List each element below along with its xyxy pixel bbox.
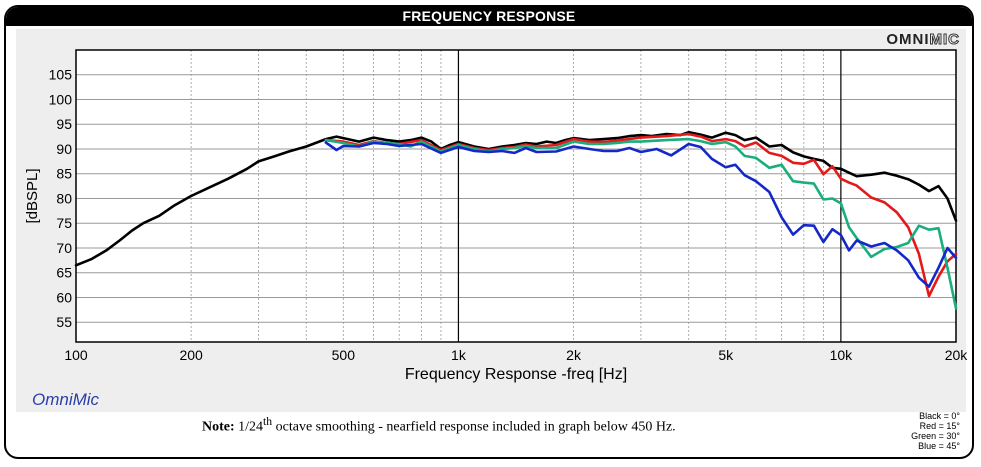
x-tick-label: 1k (451, 347, 467, 363)
x-tick-label: 500 (332, 347, 356, 363)
legend: Black = 0° Red = 15° Green = 30° Blue = … (911, 411, 960, 451)
brand-logo-part1: OMNI (886, 31, 930, 48)
legend-item-blue: Blue = 45° (918, 441, 960, 451)
chart-title: FREQUENCY RESPONSE (6, 7, 972, 26)
plot-border (75, 49, 957, 343)
x-tick-label: 5k (718, 347, 734, 363)
y-tick-label: 105 (49, 67, 73, 83)
note-prefix: Note: (202, 419, 235, 435)
y-axis-label: [dBSPL] (24, 168, 41, 223)
y-tick-label: 65 (56, 265, 72, 281)
y-tick-label: 95 (56, 116, 72, 132)
x-tick-label: 10k (830, 347, 854, 363)
series-line-3 (324, 141, 958, 288)
y-tick-label: 70 (56, 240, 72, 256)
y-tick-label: 60 (56, 289, 72, 305)
y-tick-label: 100 (49, 91, 73, 107)
y-tick-label: 55 (56, 314, 72, 330)
y-tick-label: 85 (56, 166, 72, 182)
note-smoothing: 1/24 (238, 419, 264, 435)
x-tick-label: 200 (179, 347, 203, 363)
y-tick-label: 75 (56, 215, 72, 231)
legend-item-red: Red = 15° (919, 421, 960, 431)
legend-item-green: Green = 30° (911, 431, 960, 441)
x-axis-label: Frequency Response -freq [Hz] (405, 366, 627, 383)
series-line-2 (324, 137, 958, 310)
legend-item-black: Black = 0° (919, 411, 960, 421)
app-label: OmniMic (32, 390, 100, 409)
y-tick-label: 80 (56, 190, 72, 206)
note-text: Note: 1/24th octave smoothing - nearfiel… (202, 415, 676, 436)
x-tick-label: 2k (566, 347, 582, 363)
plot-area (76, 50, 956, 342)
x-tick-label: 100 (64, 347, 88, 363)
note-description: octave smoothing - nearfield response in… (272, 419, 676, 435)
brand-logo: OMNIMIC (886, 31, 960, 49)
chart-panel: FREQUENCY RESPONSE OMNIMIC 55 60 65 70 75 80 8… (4, 5, 974, 459)
brand-logo-part2: MIC (929, 31, 960, 49)
y-tick-label: 90 (56, 141, 72, 157)
x-tick-label: 20k (945, 347, 969, 363)
note-superscript: th (263, 415, 273, 428)
plot-svg: 55 60 65 70 75 80 85 90 95 100 105 100 200 500 1k 2k 5k 1… (24, 49, 969, 383)
